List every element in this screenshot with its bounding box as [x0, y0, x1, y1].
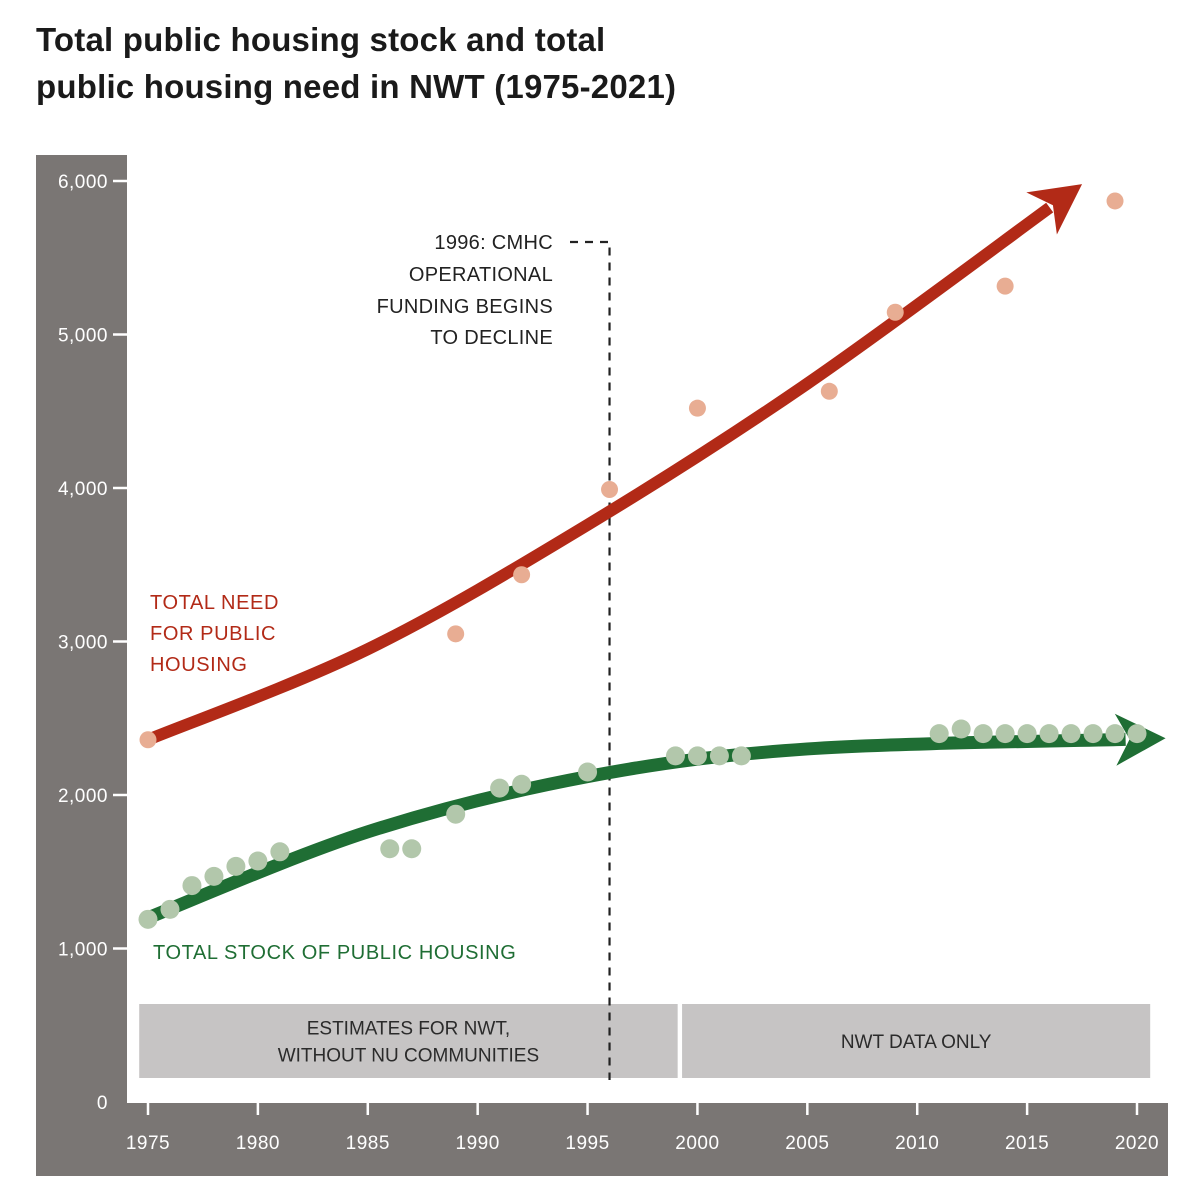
x-tick-label: 1985 [346, 1133, 390, 1154]
data-point [601, 481, 619, 499]
band-label: WITHOUT NU COMMUNITIES [278, 1046, 539, 1067]
chart-title: Total public housing stock and total pub… [36, 16, 676, 110]
y-axis-ticks: 0 1,000 2,000 3,000 4,000 5,000 6,000 [58, 172, 127, 1114]
data-point [512, 774, 532, 794]
annotation-1996-text: 1996: CMHC OPERATIONAL FUNDING BEGINS TO… [377, 232, 553, 349]
x-tick-label: 1995 [565, 1133, 609, 1154]
data-point [226, 856, 246, 876]
y-tick-label: 6,000 [58, 172, 108, 193]
data-point [731, 746, 751, 766]
y-tick-label: 4,000 [58, 479, 108, 500]
data-point [1127, 724, 1147, 744]
data-point [665, 746, 685, 766]
data-point [1061, 724, 1081, 744]
band-label: ESTIMATES FOR NWT, [307, 1019, 510, 1040]
annotation-line-4: TO DECLINE [430, 327, 553, 349]
data-point [688, 399, 706, 417]
data-point [270, 842, 290, 862]
need-label-line-3: HOUSING [150, 654, 248, 676]
trend-line [145, 732, 1126, 924]
x-tick-label: 2020 [1115, 1133, 1159, 1154]
data-point [1017, 724, 1037, 744]
x-tick-label: 2005 [785, 1133, 829, 1154]
period-bands: ESTIMATES FOR NWT, WITHOUT NU COMMUNITIES… [139, 1004, 1151, 1078]
data-point [138, 909, 158, 929]
data-point [402, 839, 422, 859]
legend-total-stock: TOTAL STOCK OF PUBLIC HOUSING [153, 942, 516, 964]
data-point [1083, 724, 1103, 744]
legend-total-need: TOTAL NEED FOR PUBLIC HOUSING [150, 592, 279, 676]
data-point [490, 778, 510, 798]
y-axis-background [36, 155, 127, 1176]
y-tick-label: 0 [97, 1093, 108, 1114]
y-tick-label: 5,000 [58, 326, 108, 347]
data-point [446, 804, 466, 824]
data-point [1106, 192, 1124, 210]
data-point [995, 724, 1015, 744]
series-total-stock [138, 713, 1166, 929]
x-axis-ticks: 1975 1980 1985 1990 1995 2000 2005 2010 2015 2020 [126, 1102, 1159, 1154]
data-point [447, 625, 465, 643]
series-total-need [139, 184, 1124, 749]
y-tick-label: 3,000 [58, 633, 108, 654]
data-point [886, 303, 904, 321]
x-axis-background [36, 1102, 1168, 1176]
band-nwt-only [682, 1004, 1151, 1078]
data-point [204, 866, 224, 886]
data-point [929, 724, 949, 744]
x-tick-label: 1980 [236, 1133, 280, 1154]
data-point [973, 724, 993, 744]
annotation-1996 [570, 240, 611, 1080]
data-point [182, 876, 202, 896]
annotation-line-2: OPERATIONAL [409, 264, 553, 286]
data-point [687, 746, 707, 766]
data-point [951, 719, 971, 739]
data-point [160, 899, 180, 919]
data-point [1039, 724, 1059, 744]
annotation-line-1: 1996: CMHC [434, 232, 553, 254]
data-point [248, 851, 268, 871]
need-label-line-1: TOTAL NEED [150, 592, 279, 614]
x-tick-label: 2015 [1005, 1133, 1049, 1154]
trend-line [145, 202, 1054, 746]
band-estimates [139, 1004, 678, 1078]
data-point [578, 762, 598, 782]
x-tick-label: 1975 [126, 1133, 170, 1154]
data-point [380, 839, 400, 859]
band-label: NWT DATA ONLY [841, 1032, 992, 1053]
data-point [709, 746, 729, 766]
data-point [996, 277, 1014, 295]
y-tick-label: 1,000 [58, 940, 108, 961]
title-line-2: public housing need in NWT (1975-2021) [36, 68, 677, 105]
stock-label: TOTAL STOCK OF PUBLIC HOUSING [153, 942, 516, 964]
trend-arrowhead [1026, 184, 1083, 235]
annotation-line-3: FUNDING BEGINS [377, 296, 553, 318]
x-tick-label: 1990 [456, 1133, 500, 1154]
data-point [1105, 724, 1125, 744]
x-tick-label: 2010 [895, 1133, 939, 1154]
x-tick-label: 2000 [675, 1133, 719, 1154]
data-point [820, 382, 838, 400]
annotation-dashed-line [570, 240, 611, 1080]
title-line-1: Total public housing stock and total [36, 21, 606, 58]
need-label-line-2: FOR PUBLIC [150, 623, 276, 645]
data-point [513, 566, 531, 584]
data-point [139, 731, 157, 749]
y-tick-label: 2,000 [58, 786, 108, 807]
